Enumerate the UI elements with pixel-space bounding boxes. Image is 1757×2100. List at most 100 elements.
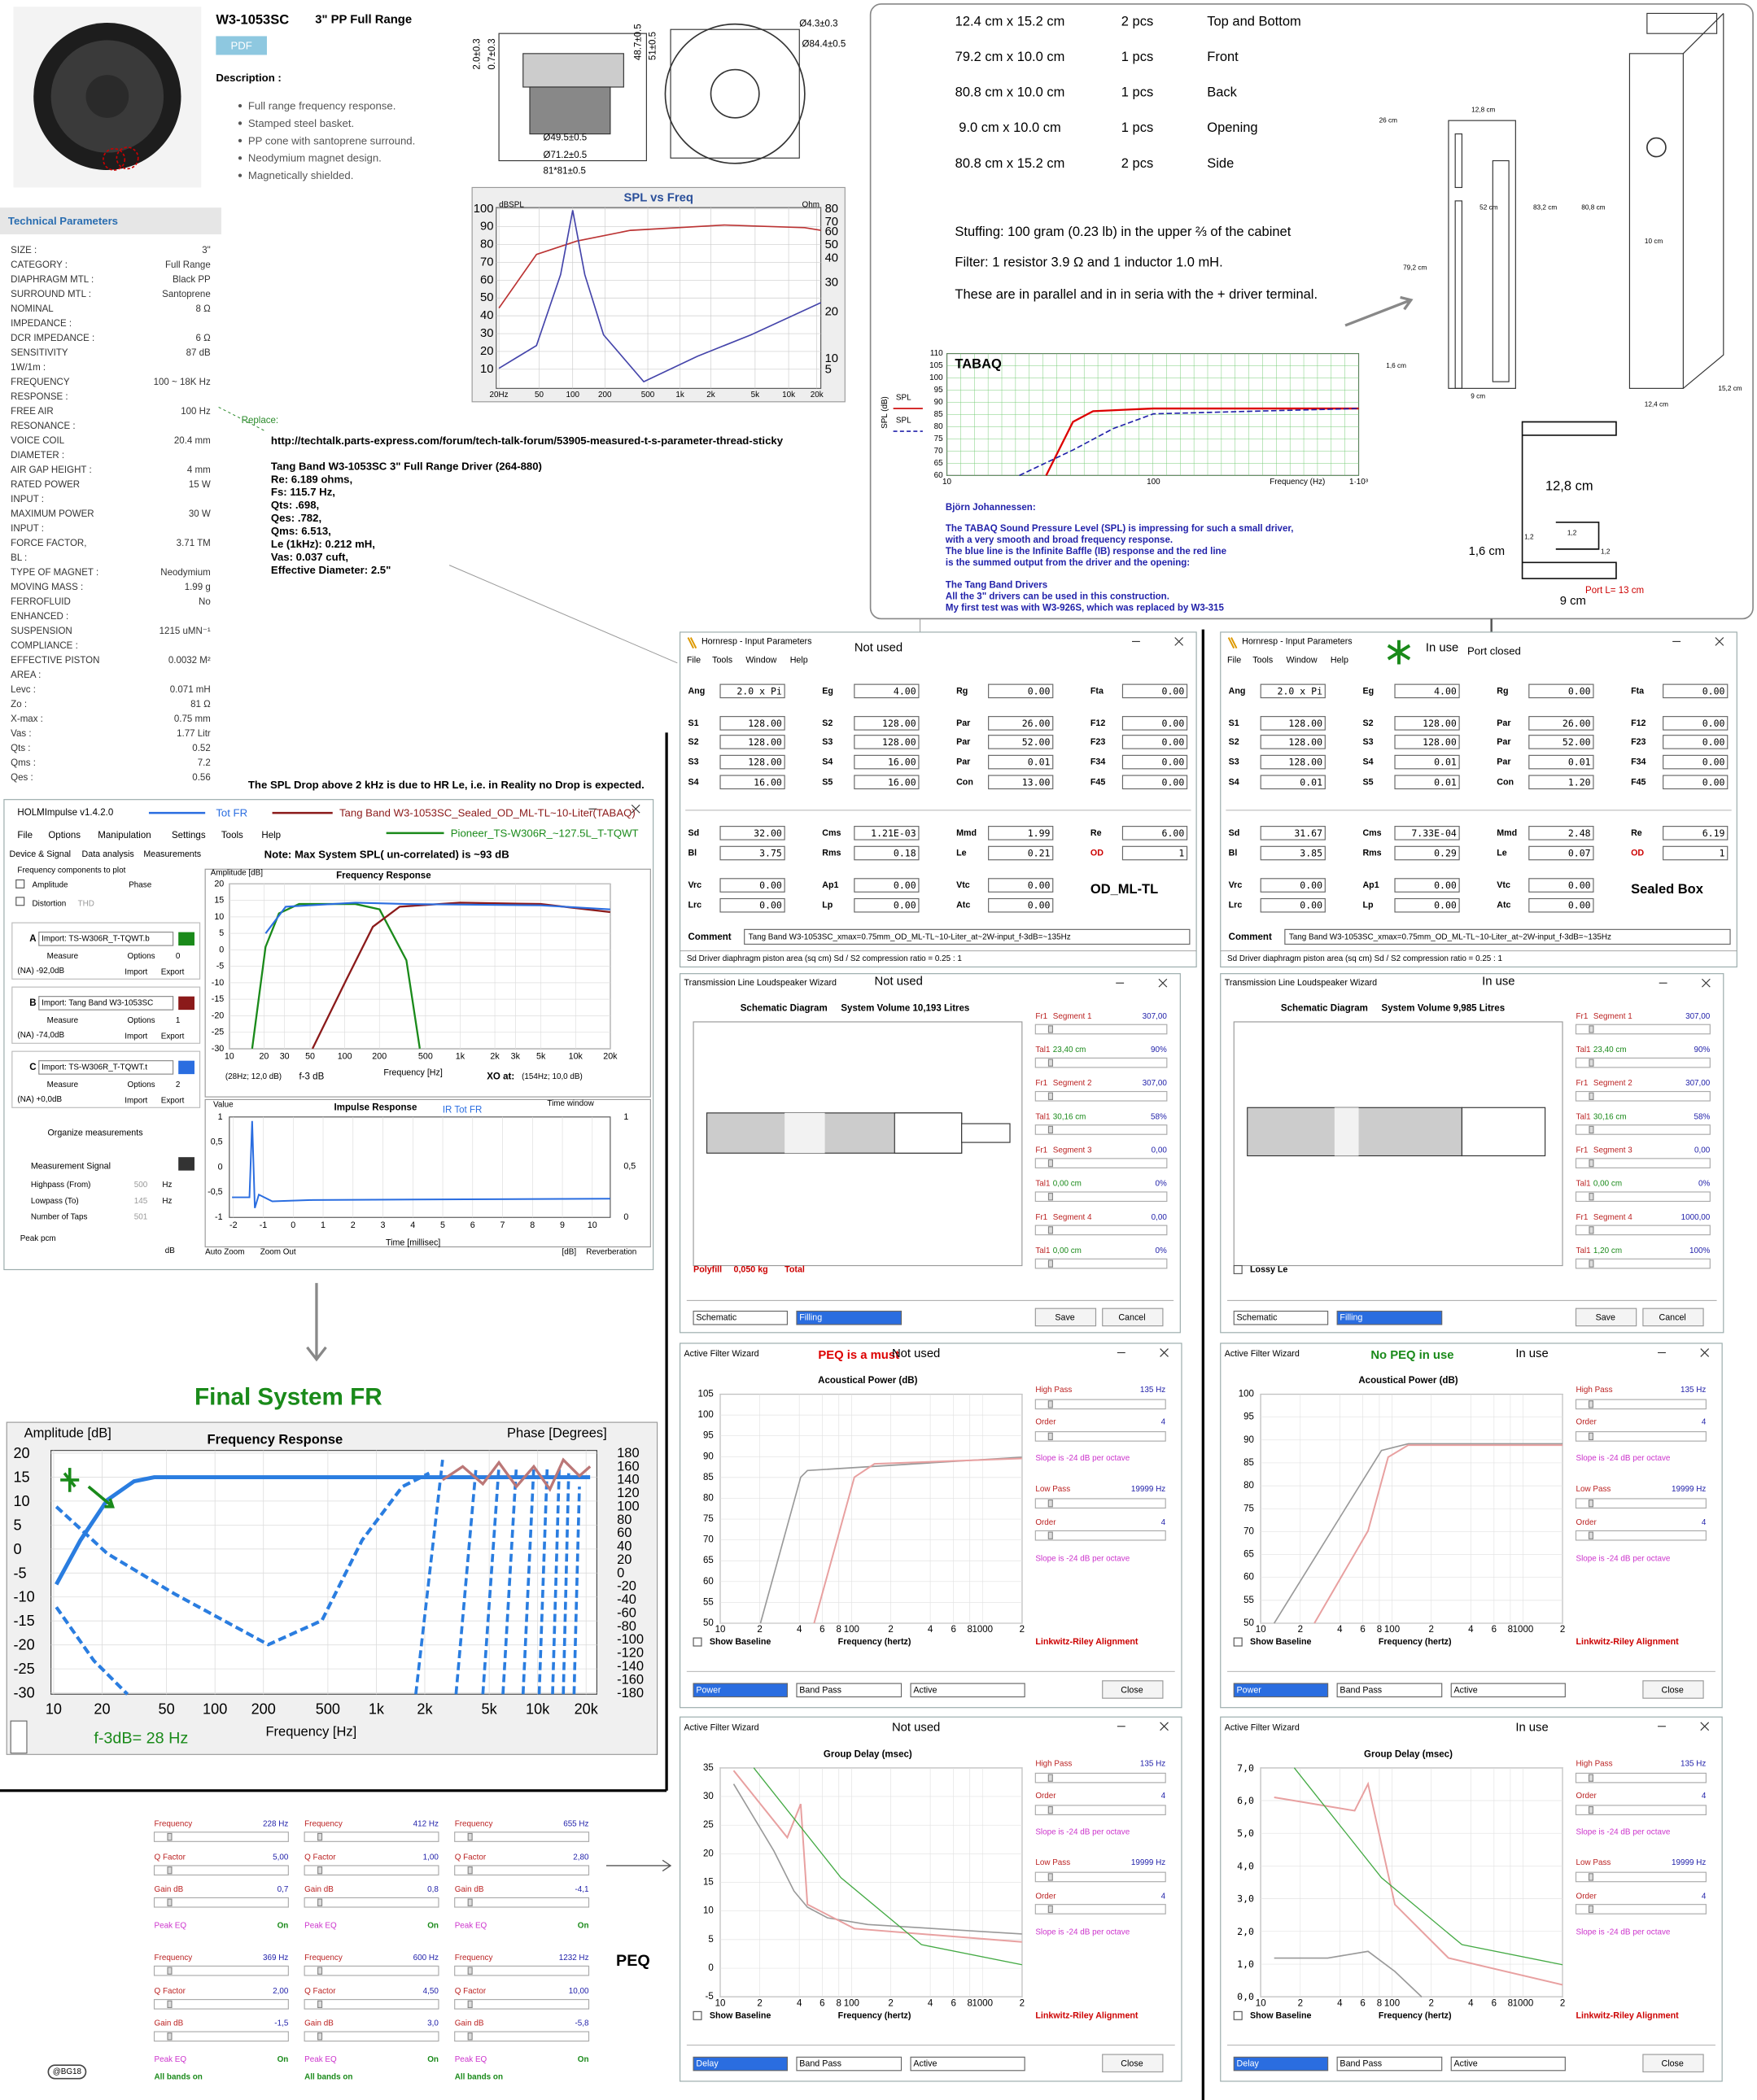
text: Rg (956, 686, 968, 696)
text: All the 3" drivers can be used in this c… (946, 592, 1169, 601)
box (178, 1157, 194, 1171)
text: 31.67 (1294, 827, 1322, 839)
text: 500 (418, 1052, 433, 1062)
text: Frequency (455, 1819, 493, 1828)
combo (1336, 1683, 1443, 1698)
text: 0.75 mm (174, 714, 211, 724)
text: 2 (1560, 1625, 1565, 1635)
slider (153, 1865, 289, 1876)
line (1702, 978, 1711, 988)
text: Not used (892, 1721, 940, 1734)
text: (28Hz; 12,0 dB) (225, 1072, 282, 1081)
box (1492, 159, 1510, 382)
field (719, 683, 785, 699)
text: Manipulation (98, 831, 151, 840)
text: Fr1 (1035, 1146, 1047, 1155)
text: Tal1 (1576, 1112, 1592, 1121)
text: 10 (588, 1220, 597, 1230)
text: Par (1497, 718, 1510, 728)
text: -30 (212, 1044, 225, 1054)
field (1260, 735, 1326, 749)
text: 6 (1360, 1625, 1365, 1635)
text: -120 (617, 1646, 644, 1661)
text: Acoustical Power (dB) (818, 1376, 917, 1386)
text: Save (1596, 1313, 1615, 1323)
text: 15 (214, 896, 224, 906)
text: 10 (715, 1998, 726, 2008)
text: Linkwitz-Riley Alignment (1576, 2010, 1680, 2020)
text: 4 (410, 1220, 415, 1230)
text: Ø4.3±0.3 (799, 20, 837, 29)
text: 110 (930, 349, 943, 358)
text: 4 (1468, 1998, 1474, 2008)
text: 26.00 (1022, 718, 1051, 729)
text: Port closed (1467, 644, 1521, 657)
curve (1293, 1767, 1563, 1966)
curve (498, 210, 821, 383)
text: Segment 4 (1593, 1213, 1632, 1222)
text: 75 (1243, 1504, 1254, 1513)
field (1121, 683, 1188, 699)
text: Levc : (11, 685, 36, 695)
text: 4,50 (423, 1987, 439, 1996)
field (854, 775, 920, 790)
text: 2 (888, 1625, 893, 1635)
text: High Pass (1576, 1386, 1613, 1395)
text: Frequency (hertz) (838, 2010, 911, 2020)
text: Active (913, 2059, 937, 2069)
text: 4 (1161, 1518, 1166, 1527)
text: 48.7±0.5 (633, 24, 643, 60)
line (1700, 1348, 1710, 1357)
box (529, 86, 611, 135)
slider (1575, 1158, 1711, 1168)
text: 3" PP Full Range (315, 14, 412, 27)
text: 2 (1020, 1625, 1025, 1635)
curve (1045, 407, 1359, 476)
text: Measure (47, 952, 79, 961)
line (1160, 1722, 1169, 1731)
text: 5 (825, 363, 832, 376)
text: 12,8 cm (1545, 479, 1593, 494)
text: 19999 Hz (1131, 1858, 1165, 1867)
text: 1 (218, 1112, 223, 1122)
text: The SPL Drop above 2 kHz is due to HR Le… (248, 779, 645, 791)
field (1663, 716, 1729, 731)
text: Save (1055, 1313, 1074, 1323)
slider (1034, 1158, 1168, 1168)
text: 0 (218, 1162, 223, 1172)
combo (910, 2056, 1025, 2072)
slider-thumb (1588, 1531, 1594, 1539)
button (1102, 2054, 1164, 2073)
text: 8 (967, 1998, 972, 2008)
text: Power (696, 1685, 721, 1695)
text: 75 (934, 434, 943, 443)
slider-thumb (467, 2000, 473, 2008)
text: Fr1 (1576, 1079, 1589, 1088)
text: 2 (176, 1081, 181, 1089)
text: 70 (825, 216, 838, 229)
text: Options (128, 1081, 155, 1089)
text: 2.0 x Pi (1278, 685, 1323, 696)
field (1260, 716, 1326, 731)
box (1448, 120, 1516, 389)
text: 50 (825, 238, 838, 251)
text: Qms : (11, 758, 36, 768)
text: Peak EQ (455, 2055, 487, 2064)
text: Gain dB (155, 2019, 184, 2028)
text: A (29, 934, 37, 944)
text: 500 (641, 391, 655, 399)
text: 0.00 (1162, 685, 1185, 696)
slider (1575, 1225, 1711, 1236)
text: Schematic (696, 1313, 737, 1323)
text: S4 (822, 757, 833, 767)
field (854, 683, 920, 699)
curve (306, 1282, 327, 1362)
text: 100 ~ 18K Hz (154, 378, 211, 387)
text: 1232 Hz (559, 1954, 589, 1962)
text: 0 (708, 1963, 713, 1973)
text: Hz (162, 1197, 172, 1206)
text: Zoom Out (260, 1248, 296, 1257)
text: Slope is -24 dB per octave (1035, 1555, 1130, 1564)
text: 0.01 (1434, 776, 1457, 788)
curve (264, 902, 610, 934)
